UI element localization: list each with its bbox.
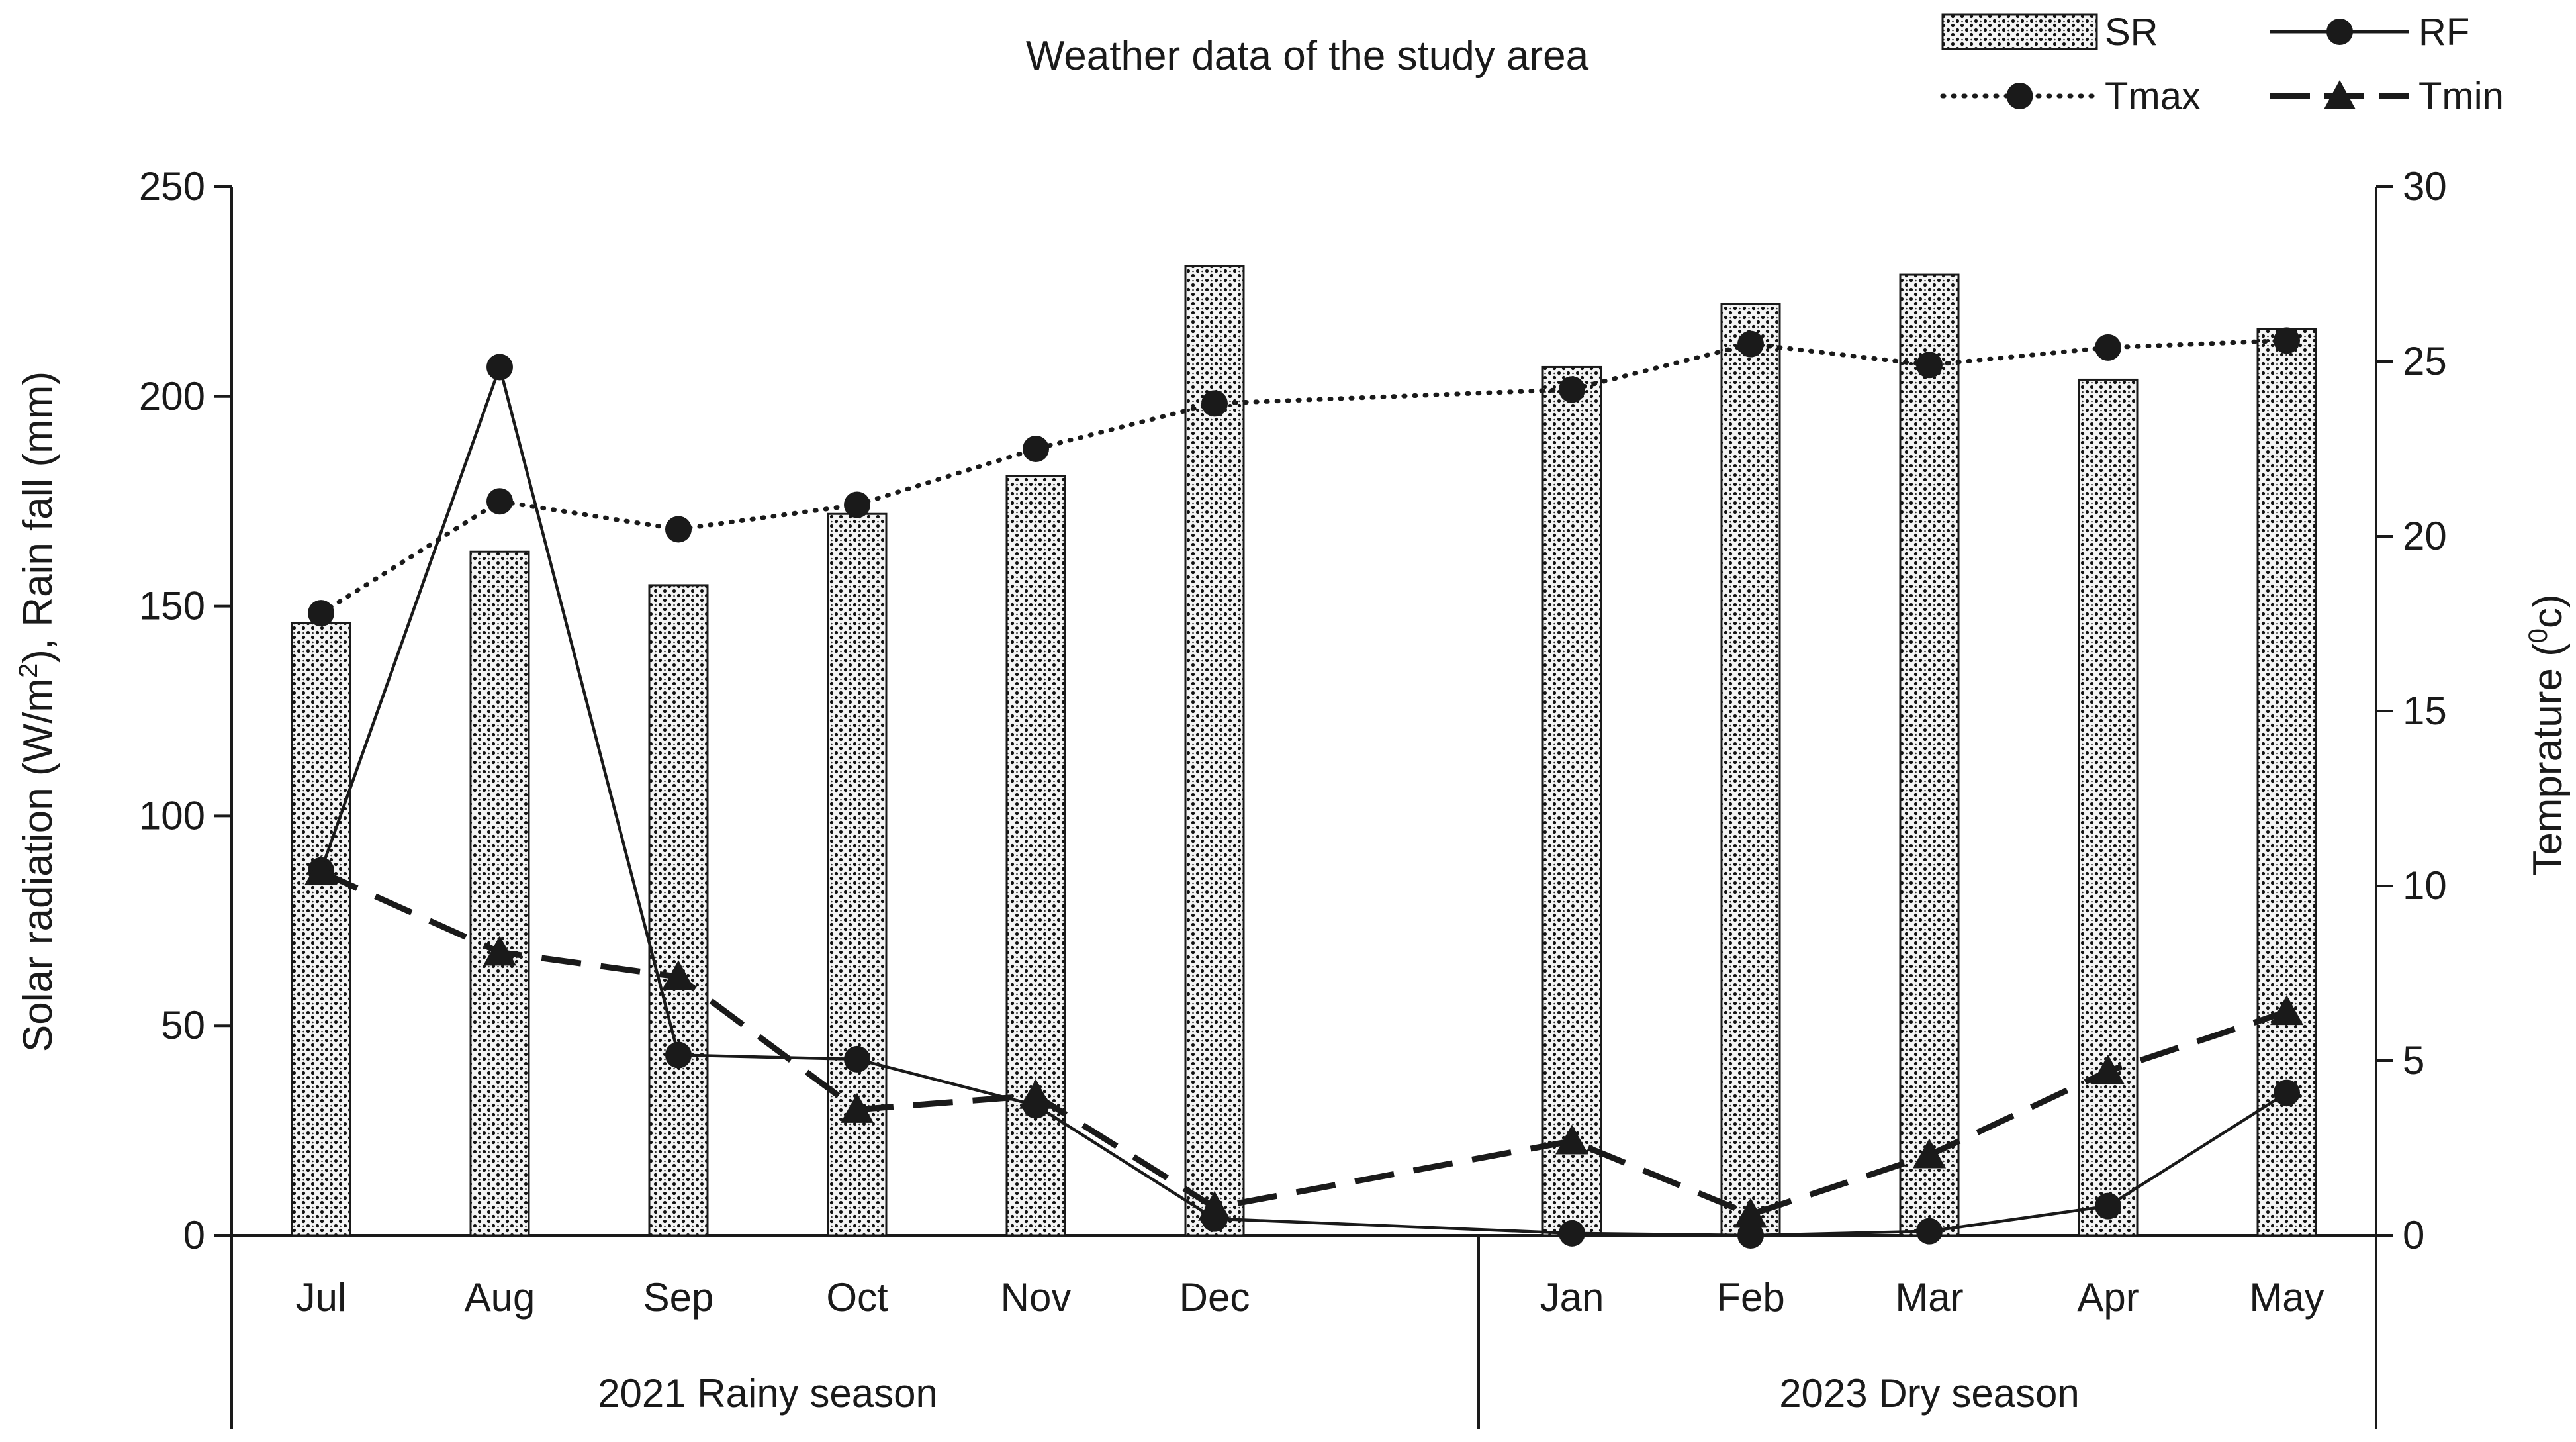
- tmax-point-2: [665, 516, 692, 543]
- tmin-point-3: [841, 1092, 874, 1123]
- sr-bar-4: [1005, 475, 1066, 1237]
- legend-marker-tmax: [2006, 83, 2033, 109]
- legend: SR RF Tmax Tmin: [1940, 11, 2504, 118]
- x-tick-label-sep: Sep: [643, 1275, 714, 1320]
- x-tick-label-apr: Apr: [2077, 1275, 2139, 1320]
- x-tick-label-jul: Jul: [296, 1275, 347, 1320]
- tmin-point-4: [1019, 1079, 1052, 1109]
- legend-swatch-sr: [1941, 13, 2098, 50]
- y-left-tick-label-100: 100: [139, 793, 205, 838]
- tmin-point-1: [483, 936, 516, 966]
- tmax-point-0: [308, 600, 334, 627]
- rf-point-8: [1916, 1218, 1943, 1245]
- x-tick-label-aug: Aug: [465, 1275, 535, 1320]
- group-label-2: 2023 Dry season: [1779, 1371, 2080, 1416]
- sr-bar-9: [1899, 273, 1960, 1237]
- rf-point-2: [665, 1041, 692, 1069]
- legend-label-tmax: Tmax: [2105, 75, 2201, 118]
- legend-marker-rf: [2326, 19, 2353, 45]
- y-left-tick-label-150: 150: [139, 584, 205, 628]
- y-right-tick-label-15: 15: [2403, 689, 2447, 733]
- y-left-tick-label-200: 200: [139, 374, 205, 418]
- tmax-point-6: [1559, 376, 1585, 403]
- tick-labels: 0 50 100 150 200 250 0 5 10 15 20 25 30: [139, 164, 2447, 1257]
- sr-bar-0: [291, 622, 351, 1237]
- rf-point-9: [2095, 1192, 2121, 1220]
- tmin-point-10: [2270, 995, 2303, 1026]
- rf-point-10: [2274, 1079, 2300, 1106]
- rf-point-3: [844, 1045, 870, 1073]
- sr-bars: [291, 265, 2317, 1237]
- rf-line: [319, 365, 2288, 1237]
- x-tick-label-oct: Oct: [826, 1275, 888, 1320]
- chart-title: Weather data of the study area: [1026, 33, 1589, 79]
- axes: [214, 185, 2393, 1429]
- x-tick-label-dec: Dec: [1179, 1275, 1250, 1320]
- y-right-tick-label-5: 5: [2403, 1038, 2424, 1082]
- sr-bar-1: [469, 550, 530, 1237]
- tmax-point-1: [486, 488, 513, 515]
- tmin-point-9: [2092, 1054, 2125, 1084]
- x-tick-label-may: May: [2249, 1275, 2324, 1320]
- rf-point-7: [1737, 1222, 1764, 1249]
- y-left-tick-label-0: 0: [183, 1213, 205, 1257]
- tmin-line: [320, 869, 2288, 1218]
- sr-bar-2: [648, 584, 709, 1237]
- y-axis-left-label: Solar radiation (W/m2), Rain fall (mm): [14, 371, 61, 1052]
- y-axis-right-label: Temprature (0c): [2524, 594, 2571, 875]
- tmin-point-0: [304, 855, 338, 885]
- tmin-point-8: [1913, 1138, 1946, 1169]
- series-lines: [318, 338, 2289, 1237]
- y-right-tick-label-25: 25: [2403, 339, 2447, 383]
- tmax-point-9: [2095, 334, 2121, 361]
- tmax-point-8: [1916, 352, 1943, 379]
- series-markers: [304, 327, 2303, 1249]
- tmax-point-10: [2274, 327, 2300, 354]
- y-right-tick-label-10: 10: [2403, 863, 2447, 908]
- y-right-tick-label-0: 0: [2403, 1213, 2424, 1257]
- x-tick-label-feb: Feb: [1716, 1275, 1784, 1320]
- x-tick-label-nov: Nov: [1001, 1275, 1072, 1320]
- x-tick-label-jan: Jan: [1540, 1275, 1604, 1320]
- rf-point-1: [486, 354, 513, 381]
- y-left-tick-label-50: 50: [161, 1003, 205, 1047]
- tmax-line: [318, 338, 2289, 616]
- legend-label-sr: SR: [2105, 11, 2158, 54]
- y-right-tick-label-30: 30: [2403, 164, 2447, 209]
- category-labels: Jul Aug Sep Oct Nov Dec Jan Feb Mar Apr May 2021 Ra…: [296, 1275, 2324, 1416]
- legend-marker-tmin: [2324, 80, 2356, 109]
- sr-bar-7: [1541, 365, 1602, 1237]
- group-label-1: 2021 Rainy season: [598, 1371, 938, 1416]
- tmin-point-6: [1555, 1124, 1588, 1155]
- sr-bar-10: [2078, 378, 2139, 1237]
- x-tick-label-mar: Mar: [1895, 1275, 1963, 1320]
- tmax-point-3: [844, 491, 870, 518]
- tmax-point-5: [1201, 390, 1228, 417]
- sr-bar-3: [827, 512, 888, 1237]
- y-right-tick-label-20: 20: [2403, 514, 2447, 558]
- tmax-point-4: [1023, 436, 1049, 462]
- y-left-tick-label-250: 250: [139, 164, 205, 209]
- tmin-point-2: [662, 960, 695, 990]
- tmin-point-7: [1734, 1198, 1767, 1228]
- legend-label-tmin: Tmin: [2418, 75, 2504, 118]
- sr-bar-5: [1184, 265, 1245, 1237]
- rf-point-6: [1559, 1220, 1585, 1247]
- tmax-point-7: [1737, 330, 1764, 358]
- sr-bar-8: [1720, 303, 1781, 1237]
- legend-label-rf: RF: [2418, 11, 2469, 54]
- tmin-point-5: [1198, 1190, 1231, 1221]
